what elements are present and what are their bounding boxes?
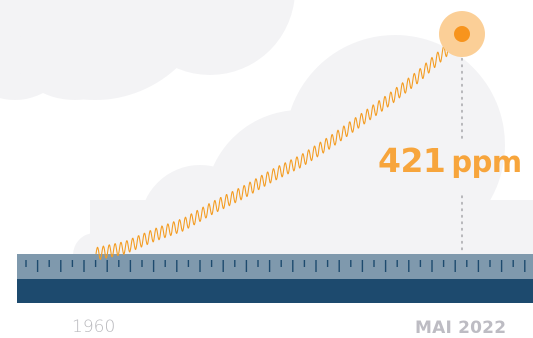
current-value-unit: ppm (451, 145, 522, 179)
timeline-ruler (17, 254, 533, 303)
endpoint-dot (454, 26, 470, 42)
current-value-callout: 421 ppm (378, 141, 522, 180)
current-value: 421 (378, 141, 446, 180)
co2-series-line (95, 28, 463, 260)
ruler-ticks (25, 260, 526, 272)
x-axis-end-label: MAI 2022 (415, 318, 507, 338)
x-axis-start-label: 1960 (72, 317, 116, 337)
